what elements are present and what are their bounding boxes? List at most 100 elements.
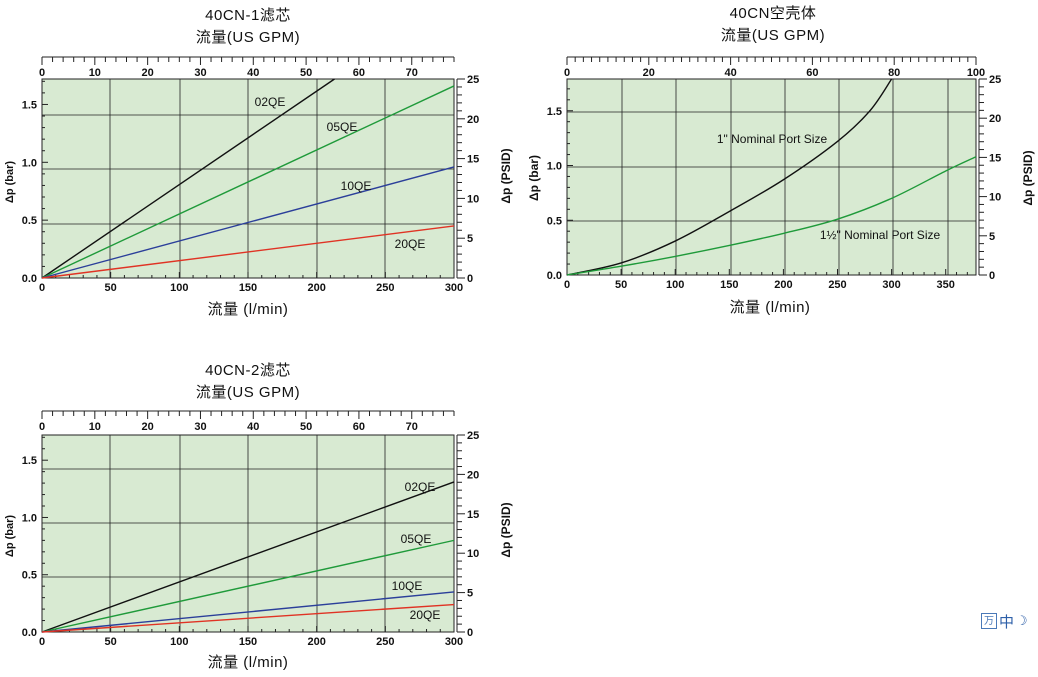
x-axis-tick-label: 100	[666, 279, 684, 291]
series-line-1	[41, 539, 455, 633]
moon-icon[interactable]: ☽	[1016, 613, 1028, 628]
y-axis-tick-label: 1.0	[22, 157, 37, 169]
series-label: 10QE	[392, 579, 423, 593]
chart-40cn-2: 40CN-2滤芯 流量(US GPM) 流量 (l/min) Δp (bar) …	[4, 362, 513, 671]
series-label: 05QE	[327, 120, 358, 134]
right-axis-tick-label: 5	[467, 233, 473, 245]
series-line-2	[41, 591, 455, 633]
top-axis-tick-label: 20	[142, 67, 154, 79]
top-axis-tick-label: 60	[806, 67, 818, 79]
x-axis-tick-label: 300	[445, 282, 463, 294]
series-line-1	[566, 156, 977, 276]
translate-icon[interactable]: 万	[981, 613, 997, 629]
top-axis-tick-label: 20	[643, 67, 655, 79]
chart-40cn-1: 40CN-1滤芯 流量(US GPM) 流量 (l/min) Δp (bar) …	[4, 7, 513, 318]
plot-area: 0 10 20 30 40 50 60 700 50 100 150 200 250 3000.00.51…	[22, 410, 479, 648]
right-axis-tick-label: 5	[989, 231, 995, 243]
x-axis-label: 流量 (l/min)	[730, 299, 811, 316]
top-axis-tick-label: 50	[300, 421, 312, 433]
y-axis-tick-label: 1.0	[547, 161, 562, 173]
x-axis-tick-label: 200	[774, 279, 792, 291]
series-label: 10QE	[341, 179, 372, 193]
top-axis-tick-label: 30	[194, 421, 206, 433]
x-axis-tick-label: 350	[937, 279, 955, 291]
x-axis-tick-label: 300	[882, 279, 900, 291]
top-axis-label: 流量(US GPM)	[721, 27, 825, 44]
x-axis-tick-label: 250	[376, 636, 394, 648]
series-line-3	[41, 603, 455, 633]
right-axis-tick-label: 5	[467, 588, 473, 600]
x-axis-tick-label: 0	[564, 279, 570, 291]
right-axis-tick-label: 20	[989, 113, 1001, 125]
x-axis-label: 流量 (l/min)	[208, 301, 289, 318]
series-line-0	[41, 481, 455, 633]
top-axis-tick-label: 60	[353, 421, 365, 433]
x-axis-tick-label: 0	[39, 282, 45, 294]
top-axis-tick-label: 40	[247, 67, 259, 79]
x-axis-tick-label: 50	[615, 279, 627, 291]
top-axis-tick-label: 70	[406, 67, 418, 79]
top-axis-label: 流量(US GPM)	[196, 29, 300, 46]
series-label: 05QE	[401, 532, 432, 546]
right-axis-tick-label: 15	[467, 154, 479, 166]
y-axis-label: Δp (bar)	[527, 155, 541, 201]
top-axis-tick-label: 50	[300, 67, 312, 79]
series-label: 1" Nominal Port Size	[717, 132, 828, 146]
right-axis-tick-label: 25	[467, 430, 479, 442]
top-axis-tick-label: 30	[194, 67, 206, 79]
series-line-2	[41, 166, 455, 279]
right-axis-tick-label: 10	[467, 548, 479, 560]
language-widget[interactable]: 万 中 ☽	[981, 611, 1038, 631]
chart-title: 40CN-1滤芯	[205, 7, 291, 24]
top-axis-tick-label: 0	[39, 67, 45, 79]
right-axis-tick-label: 0	[467, 273, 473, 285]
chinese-language-toggle[interactable]: 中	[999, 613, 1015, 631]
right-axis-tick-label: 20	[467, 469, 479, 481]
y-axis-tick-label: 0.0	[547, 270, 562, 282]
y-axis-tick-label: 1.5	[547, 106, 562, 118]
x-axis-tick-label: 200	[307, 636, 325, 648]
series-line-0	[566, 78, 893, 276]
y-axis-tick-label: 1.0	[22, 512, 37, 524]
chart-title: 40CN空壳体	[730, 5, 817, 22]
series-line-1	[41, 85, 455, 279]
x-axis-tick-label: 0	[39, 636, 45, 648]
x-axis-tick-label: 200	[307, 282, 325, 294]
y-axis-tick-label: 1.5	[22, 99, 37, 111]
series-label: 20QE	[395, 237, 426, 251]
y-axis-tick-label: 1.5	[22, 455, 37, 467]
top-axis-tick-label: 40	[724, 67, 736, 79]
top-axis-tick-label: 20	[142, 421, 154, 433]
right-axis-tick-label: 20	[467, 114, 479, 126]
y-axis-right-label: Δp (PSID)	[499, 148, 513, 203]
x-axis-tick-label: 150	[720, 279, 738, 291]
chart-40cn-housing: 40CN空壳体 流量(US GPM) 流量 (l/min) Δp (bar) Δ…	[527, 5, 1035, 316]
right-axis-tick-label: 0	[467, 627, 473, 639]
series-line-0	[41, 78, 335, 279]
right-axis-tick-label: 0	[989, 270, 995, 282]
top-axis-tick-label: 60	[353, 67, 365, 79]
top-axis-tick-label: 100	[967, 67, 985, 79]
x-axis-tick-label: 100	[170, 282, 188, 294]
right-axis-tick-label: 15	[989, 152, 1001, 164]
plot-background	[567, 79, 976, 275]
series-line-3	[41, 225, 455, 279]
series-label: 02QE	[405, 480, 436, 494]
y-axis-tick-label: 0.5	[22, 215, 37, 227]
chart-title: 40CN-2滤芯	[205, 362, 291, 379]
right-axis-tick-label: 10	[467, 193, 479, 205]
x-axis-tick-label: 50	[105, 282, 117, 294]
y-axis-tick-label: 0.0	[22, 273, 37, 285]
right-axis-tick-label: 10	[989, 192, 1001, 204]
y-axis-tick-label: 0.0	[22, 627, 37, 639]
top-axis-tick-label: 10	[89, 67, 101, 79]
plot-frame	[566, 78, 977, 276]
series-label: 1½" Nominal Port Size	[820, 228, 941, 242]
top-axis-tick-label: 80	[888, 67, 900, 79]
y-axis-right-label: Δp (PSID)	[499, 502, 513, 557]
top-axis-tick-label: 70	[406, 421, 418, 433]
x-axis-label: 流量 (l/min)	[208, 654, 289, 671]
x-axis-tick-label: 300	[445, 636, 463, 648]
plot-area: 0 10 20 30 40 50 60 700 50 100 150 200 250 3000.00.51…	[22, 56, 479, 294]
